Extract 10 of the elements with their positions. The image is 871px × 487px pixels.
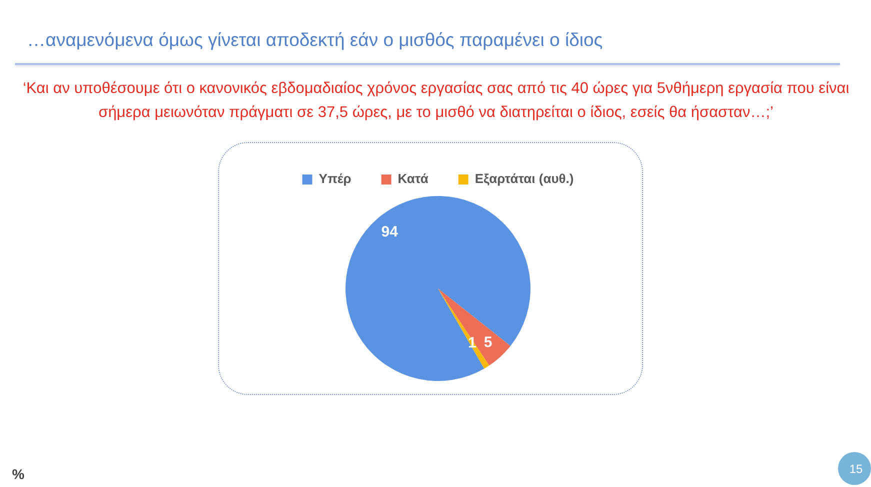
chart-subtitle: ‘Και αν υποθέσουμε ότι ο κανονικός εβδομαδιαίος χρόνος εργασίας σας από τις 40 ώρες για 5νθήμερη εργασία που είναι σήμερα μειωνόταν πράγματι σε 37,5 ώρες, με το μισθό να διατηρείται ο ίδιος, εσείς θα ήσασταν…;’ <box>22 79 850 123</box>
legend-label: Κατά <box>398 171 428 186</box>
text: % <box>12 466 24 482</box>
data-label: 1 <box>468 334 476 352</box>
text: 15 <box>848 462 864 476</box>
chart-title: …αναμενόμενα όμως γίνεται αποδεκτή εάν ο μισθός παραμένει ο ίδιος <box>27 29 603 51</box>
data-label: 5 <box>484 334 492 352</box>
legend-label: Υπέρ <box>318 171 352 186</box>
data-label: 94 <box>381 224 399 241</box>
legend-label: Εξαρτάται (αυθ.) <box>474 171 574 186</box>
